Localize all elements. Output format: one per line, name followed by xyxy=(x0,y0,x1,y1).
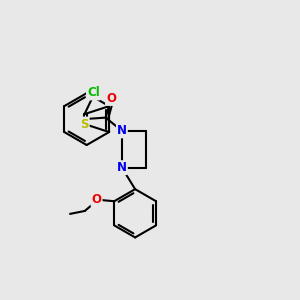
Text: O: O xyxy=(92,193,102,206)
Text: Cl: Cl xyxy=(87,86,100,99)
Text: N: N xyxy=(117,161,127,174)
Text: N: N xyxy=(117,124,127,137)
Text: S: S xyxy=(80,118,89,130)
Text: O: O xyxy=(106,92,116,105)
